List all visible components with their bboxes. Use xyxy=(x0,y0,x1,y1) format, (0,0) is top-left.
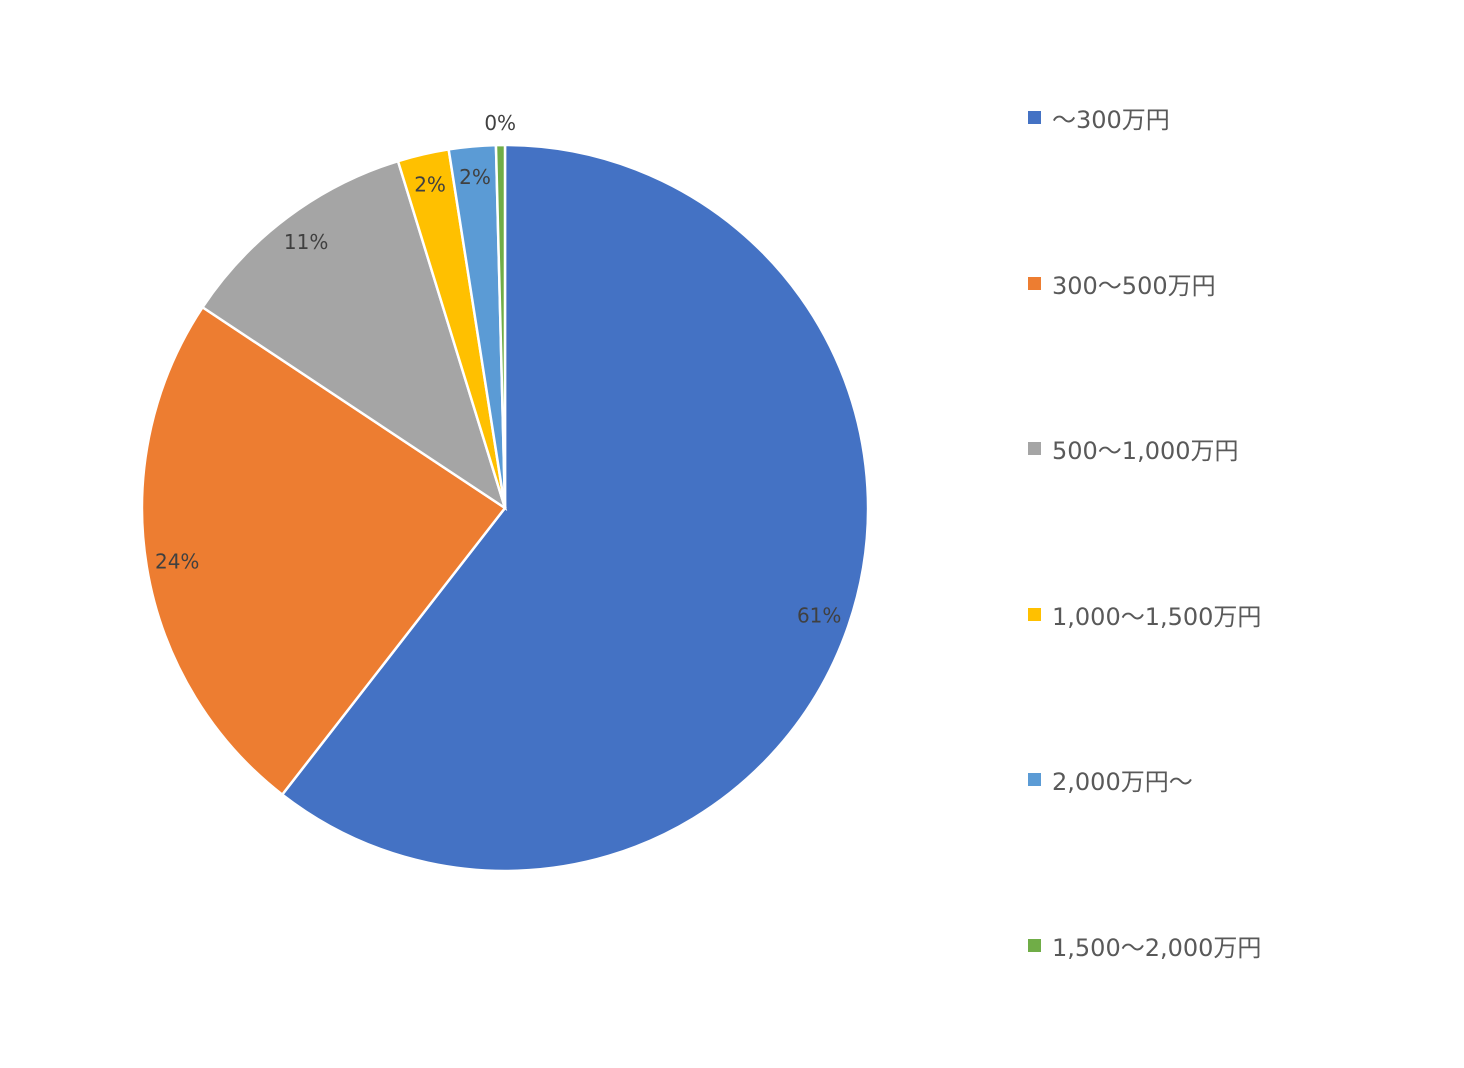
legend-swatch xyxy=(1028,938,1041,952)
legend-label: ～300万円 xyxy=(1052,106,1170,134)
data-label: 24% xyxy=(155,550,199,574)
data-label: 11% xyxy=(284,230,328,254)
pie-chart: 61% 24% 11% 2% 2% 0% xyxy=(140,111,870,873)
legend-label: 300～500万円 xyxy=(1052,271,1216,300)
legend-label: 1,500～2,000万円 xyxy=(1052,933,1262,962)
data-label: 2% xyxy=(414,172,446,196)
data-label: 2% xyxy=(459,165,491,189)
data-label: 0% xyxy=(484,111,516,135)
legend-item: 300～500万円 xyxy=(1028,266,1216,301)
legend-item: ～300万円 xyxy=(1028,100,1170,135)
legend-swatch xyxy=(1028,773,1041,786)
legend-item: 2,000万円～ xyxy=(1028,762,1193,797)
legend-item: 500～1,000万円 xyxy=(1028,431,1239,466)
pie-slice xyxy=(200,159,508,511)
legend-label: 2,000万円～ xyxy=(1052,768,1193,796)
legend-label: 1,000～1,500万円 xyxy=(1052,602,1262,631)
legend-swatch xyxy=(1028,607,1041,621)
pie-slice xyxy=(140,305,507,797)
legend-swatch xyxy=(1028,111,1041,124)
legend-swatch xyxy=(1028,276,1041,290)
legend-item: 1,500～2,000万円 xyxy=(1028,928,1261,963)
pie-slice xyxy=(494,143,507,509)
pie-slice xyxy=(280,143,870,873)
data-label: 61% xyxy=(797,604,841,628)
legend-label: 500～1,000万円 xyxy=(1052,437,1239,465)
legend-swatch xyxy=(1028,442,1041,455)
legend-item: 1,000～1,500万円 xyxy=(1028,597,1261,632)
